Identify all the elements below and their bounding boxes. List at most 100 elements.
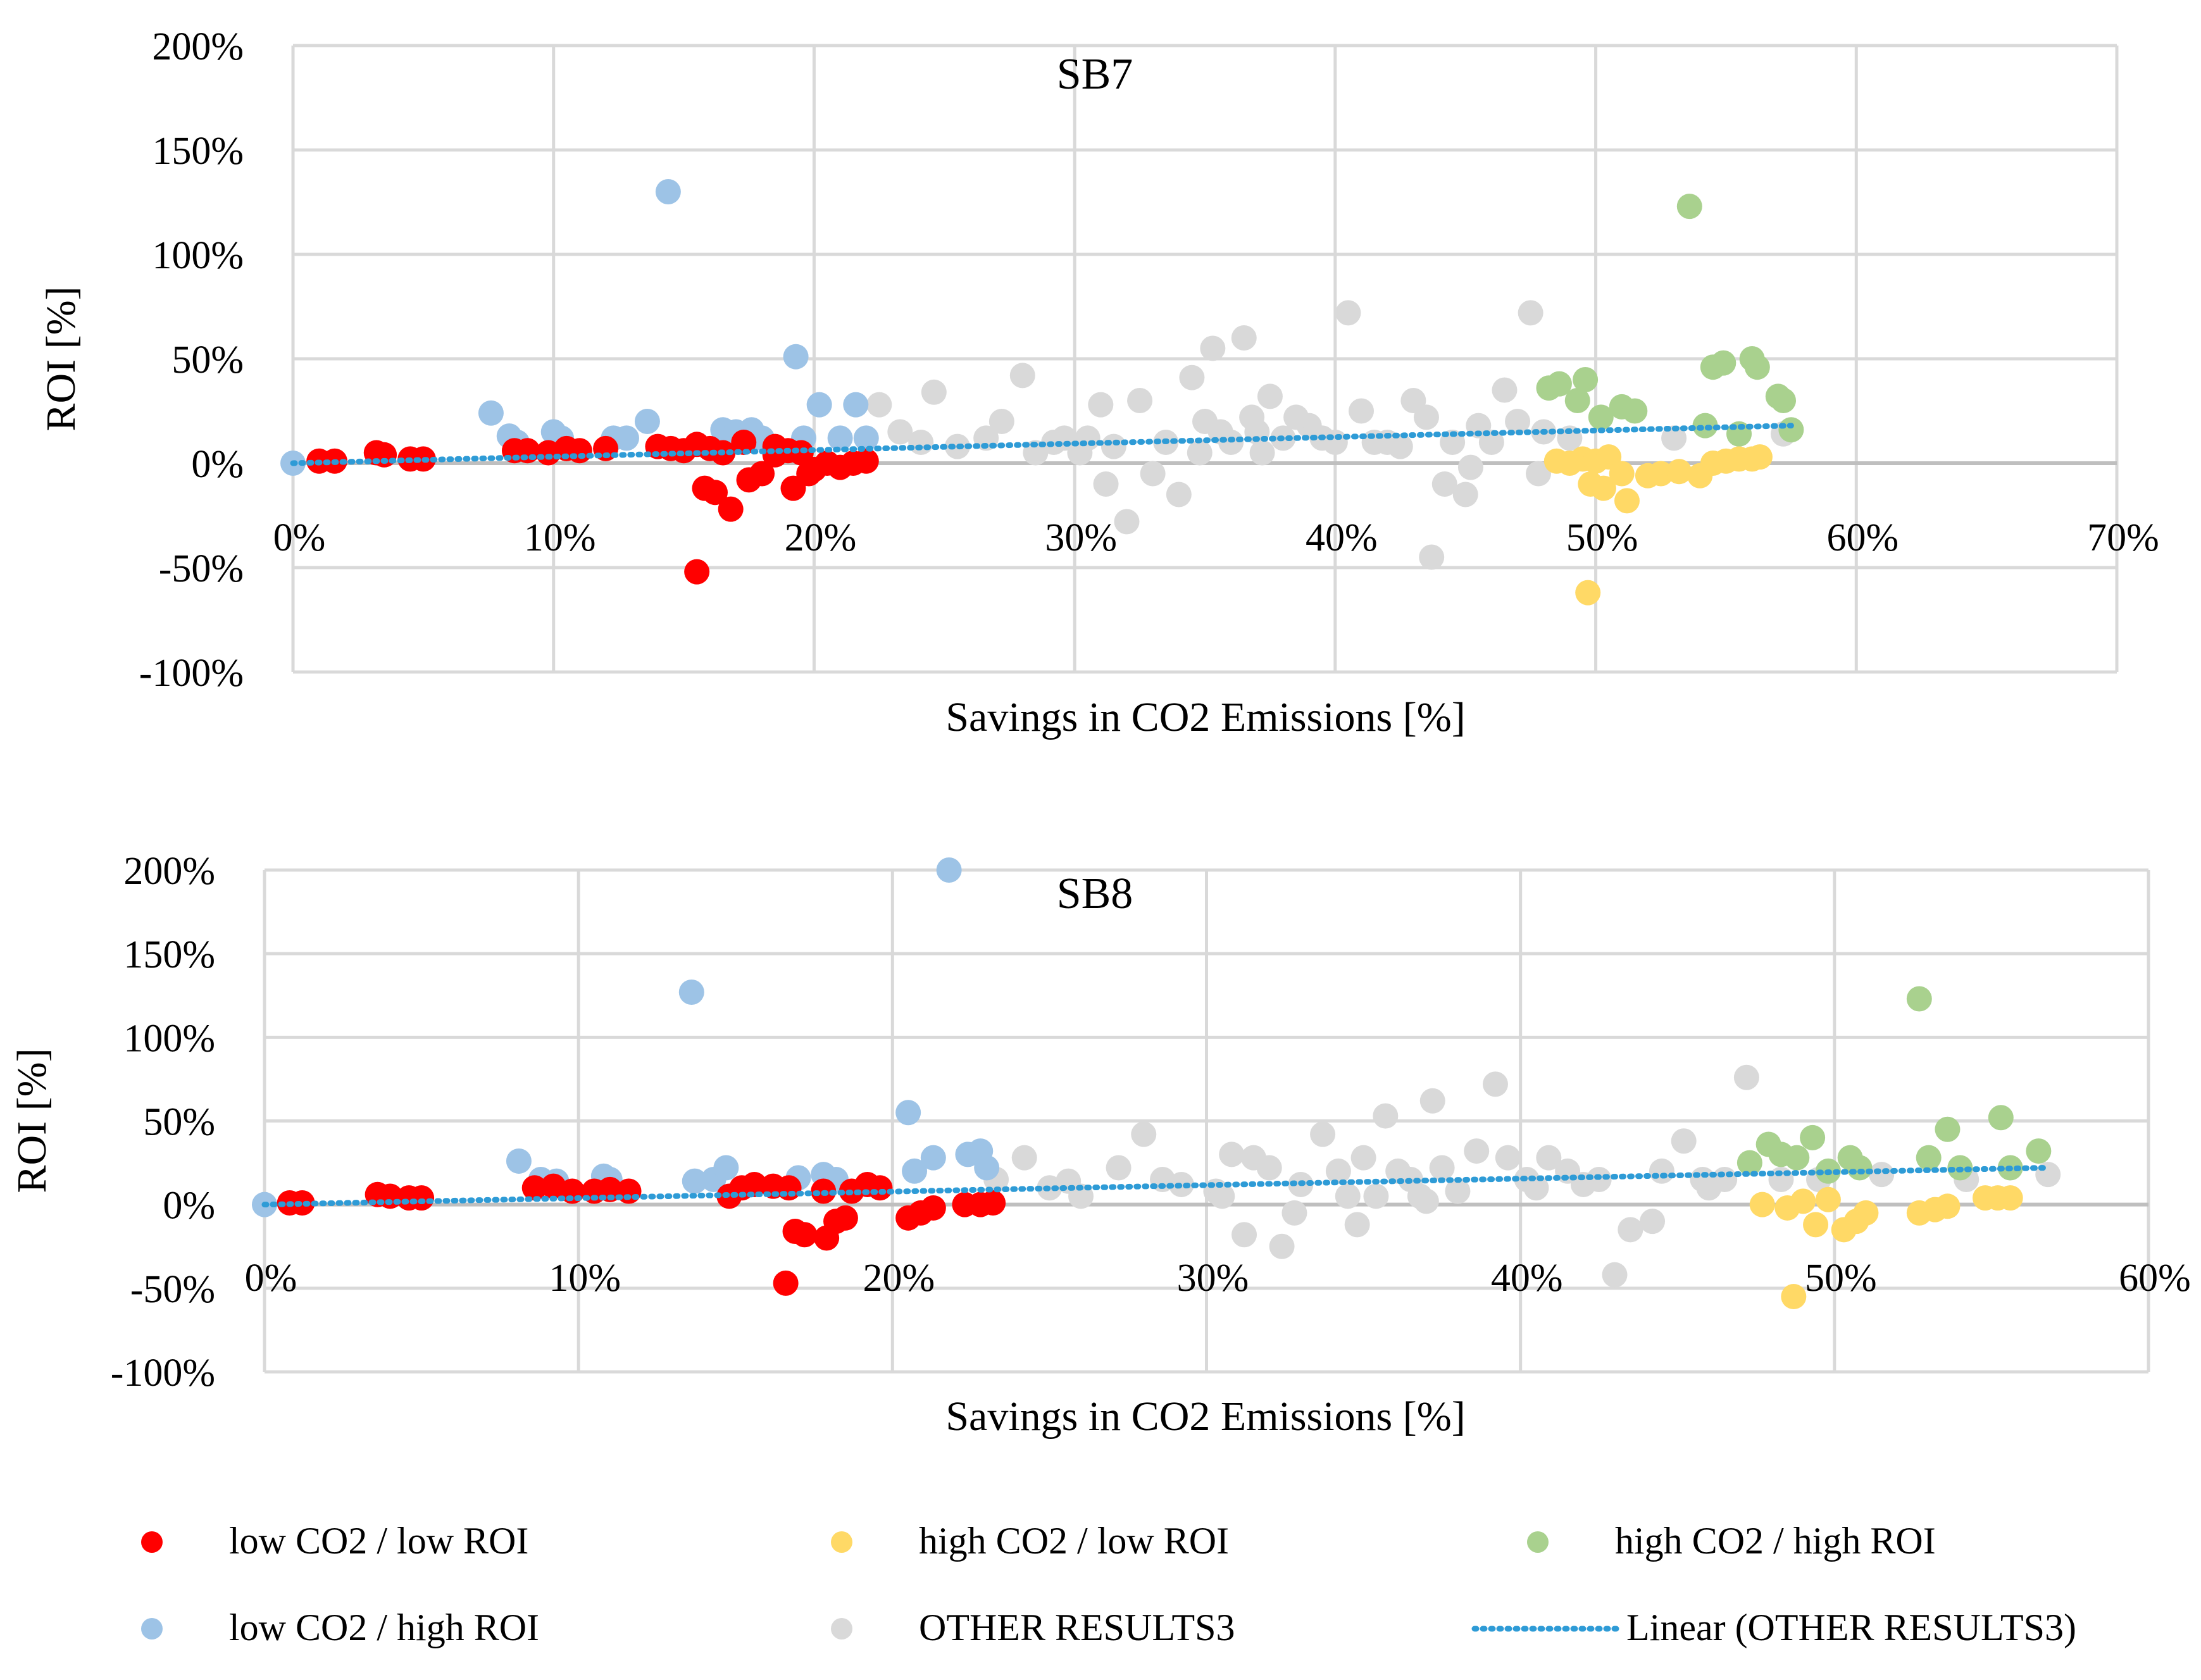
y-tick-label: 100% [152,234,244,277]
data-point [1935,1116,1961,1142]
y-tick-label: 0% [191,443,244,486]
data-point [1661,425,1687,451]
data-point [920,1145,946,1171]
data-point [1445,1178,1471,1204]
data-point [1482,1071,1508,1097]
legend-label: OTHER RESULTS3 [919,1607,1235,1648]
data-point [1546,371,1572,397]
legend-marker [141,1531,163,1553]
data-point [1988,1105,2014,1131]
data-point [1696,1175,1722,1201]
legend-marker [141,1618,163,1640]
data-point [613,425,639,451]
x-tick-label: 60% [1826,516,1899,559]
data-point [1140,461,1166,487]
data-point [1778,417,1804,443]
data-point [1452,482,1478,507]
data-point [853,425,879,451]
data-point [1209,1183,1235,1209]
data-point [1419,1088,1445,1114]
data-point [1100,433,1126,459]
data-point [1916,1145,1942,1171]
data-point [1768,1167,1794,1193]
y-tick-label: -100% [111,1352,215,1395]
data-point [1231,1222,1257,1248]
data-point [1575,580,1601,606]
data-point [1269,1233,1295,1259]
chart-sb7: 200% 150% 100% 50% 0% -50% -100% 0% 10% 20% 30% 40%… [38,25,2159,740]
data-point [1281,1200,1307,1226]
data-point [1131,1121,1157,1147]
data-point [1106,1155,1132,1181]
data-point [1256,1155,1282,1181]
data-point [749,461,775,487]
y-tick-label: 50% [171,339,244,382]
data-point [1590,475,1616,501]
data-point [1419,544,1445,570]
data-point [1781,1284,1807,1310]
data-point [1283,404,1309,430]
series-high-high [1736,986,2052,1184]
data-point [1429,1155,1455,1181]
legend-label: high CO2 / low ROI [919,1520,1229,1562]
chart-title: SB7 [1057,50,1133,99]
data-point [1257,383,1283,409]
legend-item-low-low: low CO2 / low ROI [141,1520,528,1562]
data-point [1114,509,1140,535]
data-point [1609,461,1635,487]
data-point [1325,1158,1351,1184]
data-point [921,379,947,405]
data-point [1179,364,1205,390]
data-point [1749,1192,1775,1217]
data-point [731,430,757,455]
data-point [773,1270,799,1296]
data-point [1523,1175,1549,1201]
data-point [678,979,704,1005]
x-tick-label: 30% [1045,516,1117,559]
legend-item-high-low: high CO2 / low ROI [831,1520,1229,1562]
data-point [1736,1150,1762,1176]
data-point [1200,335,1226,361]
x-tick-label: 50% [1805,1257,1877,1300]
x-tick-label: 50% [1566,516,1638,559]
legend-label: high CO2 / high ROI [1615,1520,1936,1562]
data-point [682,1168,708,1194]
data-point [1800,1124,1826,1150]
legend-item-other: OTHER RESULTS3 [831,1607,1235,1648]
x-tick-label: 40% [1491,1257,1563,1300]
data-point [776,1175,802,1201]
data-point [1803,1212,1829,1238]
chart-title: SB8 [1057,869,1133,918]
legend-marker [831,1618,852,1640]
data-point [867,1175,893,1201]
legend-marker [1527,1531,1549,1553]
y-tick-label: -50% [159,547,244,590]
y-tick-label: -100% [139,652,244,695]
data-point [1011,1145,1037,1171]
data-point [1771,388,1797,413]
data-point [1536,1145,1562,1171]
x-axis-title: Savings in CO2 Emissions [%] [945,1393,1465,1440]
x-tick-label: 10% [549,1257,621,1300]
data-point [1093,471,1119,497]
x-tick-label: 0% [273,516,326,559]
data-point [908,430,934,455]
data-point [1784,1145,1810,1171]
data-point [1935,1193,1961,1219]
data-point [1518,300,1543,326]
legend-item-low-high: low CO2 / high ROI [141,1607,539,1648]
data-point [1350,1145,1376,1171]
x-tick-label: 20% [863,1257,935,1300]
data-point [1847,1155,1873,1181]
x-tick-label: 10% [524,516,596,559]
data-point [634,409,660,434]
data-point [506,1148,532,1174]
data-point [655,179,681,204]
data-point [1249,440,1275,466]
data-point [1361,430,1387,455]
data-point [1239,404,1265,430]
data-point [902,1158,928,1184]
data-point [895,1100,921,1126]
data-point [1525,461,1551,487]
